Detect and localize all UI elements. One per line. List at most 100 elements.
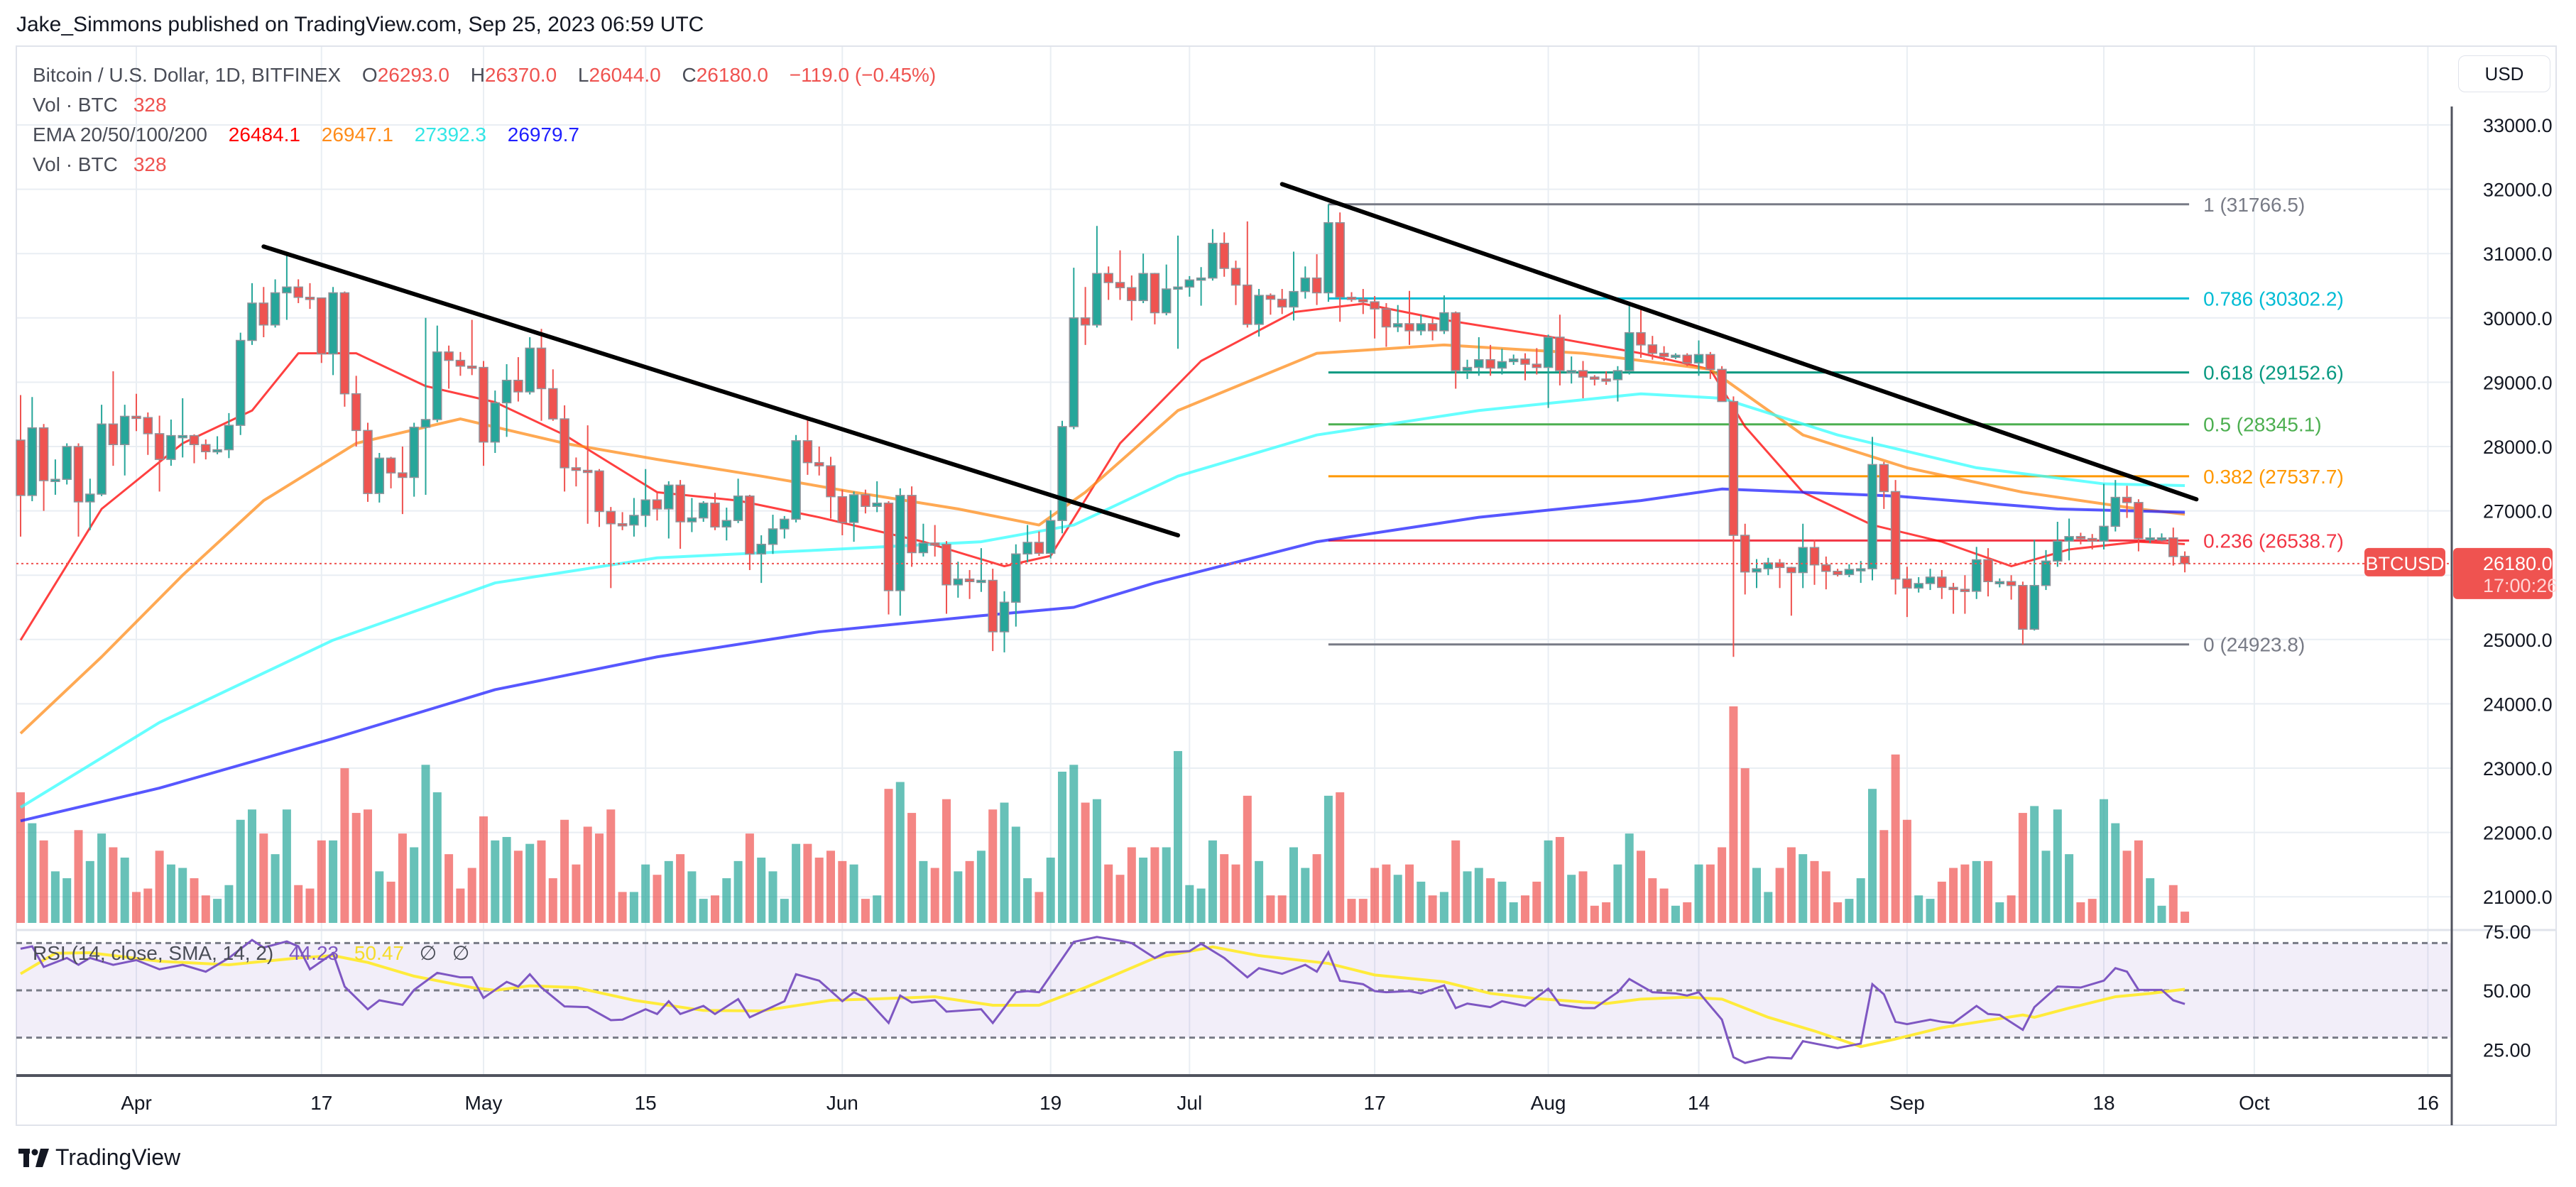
- rsi-tick-label: 75.00: [2483, 921, 2531, 943]
- candle-body: [1809, 547, 1820, 566]
- volume-bar: [2041, 850, 2051, 923]
- volume-bar: [1718, 847, 1727, 923]
- volume-bar: [664, 860, 673, 923]
- volume-bar: [421, 765, 430, 923]
- candle-body: [1011, 553, 1021, 603]
- volume-bar: [1775, 868, 1784, 923]
- volume-bar: [340, 768, 349, 923]
- volume-bar: [1810, 860, 1819, 923]
- volume-bar: [1451, 840, 1461, 923]
- candle-body: [1555, 337, 1565, 371]
- candle-body: [1161, 288, 1172, 314]
- fibonacci-retracement[interactable]: 1 (31766.5) 0.786 (30302.2) 0.618 (29152.6…: [1328, 194, 2344, 656]
- candle-body: [1196, 277, 1206, 281]
- candle-body: [733, 496, 743, 521]
- candle-body: [2099, 525, 2109, 542]
- time-tick-label: 16: [2417, 1092, 2439, 1114]
- price-tick-label: 31000.0: [2483, 244, 2553, 265]
- candle-body: [154, 433, 165, 460]
- candle-body: [1045, 520, 1056, 554]
- volume-bar: [2111, 823, 2120, 923]
- rsi-tick-label: 25.00: [2483, 1039, 2531, 1061]
- candle-body: [1381, 308, 1392, 328]
- candle-body: [1671, 354, 1681, 359]
- volume-bar: [1139, 858, 1148, 923]
- volume-bar: [351, 813, 361, 923]
- volume-bar: [1347, 899, 1356, 923]
- volume-bar: [1590, 905, 1599, 923]
- tradingview-logo-icon: [18, 1148, 49, 1167]
- volume-bar: [1405, 864, 1414, 923]
- open-value: 26293.0: [377, 64, 449, 86]
- volume-bar: [364, 809, 372, 923]
- volume-bar: [120, 858, 129, 923]
- candle-body: [1752, 568, 1762, 573]
- volume-label[interactable]: Vol · BTC: [33, 94, 118, 116]
- trendlines[interactable]: [16, 182, 2452, 564]
- ema-label[interactable]: EMA 20/50/100/200: [33, 124, 207, 146]
- volume-bar: [1127, 847, 1136, 923]
- rsi-label[interactable]: RSI (14, close, SMA, 14, 2): [33, 942, 274, 964]
- candle-body: [1833, 571, 1843, 576]
- candle-body: [1659, 352, 1669, 357]
- candle-body: [50, 478, 60, 482]
- candle-body: [131, 415, 141, 420]
- candle-body: [953, 578, 964, 586]
- volume-bar: [1659, 888, 1669, 923]
- volume-bar: [1786, 847, 1796, 923]
- candle-body: [1265, 295, 1276, 300]
- candle-body: [1474, 359, 1484, 368]
- candle-body: [1948, 586, 1958, 591]
- symbol-title[interactable]: Bitcoin / U.S. Dollar, 1D, BITFINEX: [33, 64, 342, 86]
- time-tick-label: Oct: [2239, 1092, 2270, 1114]
- candle-body: [1115, 282, 1125, 288]
- volume-bar: [653, 875, 662, 923]
- candle-body: [1289, 290, 1299, 308]
- tradingview-logo[interactable]: TradingView: [18, 1144, 180, 1171]
- volume-bar: [1196, 888, 1206, 923]
- candle-body: [571, 467, 582, 471]
- time-tick-label: May: [465, 1092, 503, 1114]
- volume-bar: [1949, 868, 1958, 923]
- volume-bar: [1150, 847, 1159, 923]
- volume-bar: [1705, 864, 1715, 923]
- volume-bar: [1358, 899, 1368, 923]
- candle-body: [339, 292, 350, 395]
- volume-bar: [1972, 860, 1981, 923]
- volume-bar: [1393, 875, 1402, 923]
- candle-body: [108, 423, 119, 446]
- candle-body: [1451, 312, 1461, 371]
- candle-body: [2064, 536, 2074, 542]
- volume-bar: [768, 871, 777, 923]
- rsi-lines: [19, 936, 2185, 1064]
- candle-body: [1150, 273, 1160, 314]
- time-tick-label: 14: [1688, 1092, 1710, 1114]
- rsi-value: 44.23: [289, 942, 339, 964]
- volume-bar: [1567, 875, 1576, 923]
- candle-body: [1335, 221, 1345, 298]
- volume-bar: [190, 878, 199, 923]
- time-tick-label: Jul: [1177, 1092, 1202, 1114]
- volume-bar: [467, 868, 476, 923]
- candle-body: [687, 517, 697, 523]
- volume-bar: [85, 860, 94, 923]
- volume-bar: [28, 823, 37, 923]
- candle-body: [501, 379, 512, 404]
- volume-label-2[interactable]: Vol · BTC: [33, 153, 118, 175]
- symbol-tag-label: BTCUSD: [2365, 553, 2444, 574]
- candle-body: [1693, 354, 1704, 363]
- price-tick-label: 23000.0: [2483, 758, 2553, 780]
- fib-level-label: 0.786 (30302.2): [2203, 288, 2344, 310]
- volume-value-2: 328: [133, 153, 167, 175]
- candle-body: [1138, 273, 1148, 302]
- currency-button[interactable]: USD: [2458, 55, 2550, 92]
- candle-body: [1740, 535, 1750, 573]
- volume-bar: [1613, 864, 1622, 923]
- candle-body: [756, 543, 766, 555]
- candle-body: [119, 415, 130, 446]
- candle-body: [1404, 323, 1414, 332]
- fib-level-label: 1 (31766.5): [2203, 194, 2305, 216]
- volume-bar: [2018, 813, 2027, 923]
- volume-bar: [930, 868, 939, 923]
